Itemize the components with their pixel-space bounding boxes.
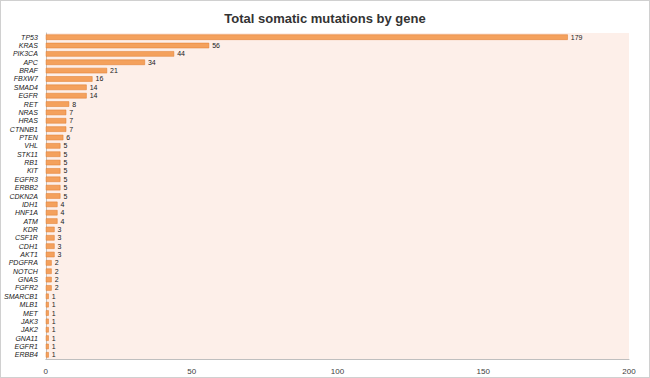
svg-text:56: 56 (212, 42, 220, 49)
svg-text:AKT1: AKT1 (19, 251, 38, 258)
svg-text:EGFR3: EGFR3 (14, 176, 37, 183)
svg-text:HRAS: HRAS (18, 117, 38, 124)
svg-text:JAK3: JAK3 (20, 318, 38, 325)
svg-text:3: 3 (58, 243, 62, 250)
svg-text:NRAS: NRAS (18, 109, 38, 116)
svg-text:14: 14 (90, 92, 98, 99)
svg-text:RET: RET (24, 101, 39, 108)
svg-text:5: 5 (63, 151, 67, 158)
svg-text:3: 3 (58, 251, 62, 258)
svg-text:KRAS: KRAS (19, 42, 38, 49)
svg-text:44: 44 (177, 50, 185, 57)
svg-text:EGFR: EGFR (18, 92, 37, 99)
svg-text:2: 2 (55, 284, 59, 291)
svg-text:FGFR2: FGFR2 (15, 284, 38, 291)
svg-text:6: 6 (66, 134, 70, 141)
svg-text:TP53: TP53 (21, 34, 38, 41)
svg-text:JAK2: JAK2 (20, 326, 38, 333)
svg-text:34: 34 (148, 59, 156, 66)
svg-text:16: 16 (95, 75, 103, 82)
svg-text:PTEN: PTEN (19, 134, 39, 141)
svg-text:179: 179 (571, 34, 583, 41)
svg-text:PDGFRA: PDGFRA (9, 259, 39, 266)
svg-text:150: 150 (477, 367, 491, 376)
svg-text:ATM: ATM (23, 218, 38, 225)
svg-text:200: 200 (622, 367, 636, 376)
svg-text:1: 1 (52, 326, 56, 333)
svg-text:MET: MET (23, 310, 39, 317)
svg-text:4: 4 (61, 209, 65, 216)
svg-text:14: 14 (90, 84, 98, 91)
svg-text:4: 4 (61, 218, 65, 225)
svg-text:4: 4 (61, 201, 65, 208)
svg-text:8: 8 (72, 101, 76, 108)
svg-text:CSF1R: CSF1R (15, 234, 38, 241)
svg-text:2: 2 (55, 259, 59, 266)
svg-text:2: 2 (55, 276, 59, 283)
svg-text:VHL: VHL (24, 142, 38, 149)
svg-text:7: 7 (69, 109, 73, 116)
svg-text:1: 1 (52, 351, 56, 358)
svg-text:1: 1 (52, 318, 56, 325)
svg-text:3: 3 (58, 234, 62, 241)
svg-text:5: 5 (63, 176, 67, 183)
svg-text:21: 21 (110, 67, 118, 74)
svg-text:GNAS: GNAS (18, 276, 38, 283)
svg-text:NOTCH: NOTCH (13, 268, 39, 275)
svg-text:5: 5 (63, 142, 67, 149)
svg-text:1: 1 (52, 301, 56, 308)
svg-text:ERBB2: ERBB2 (15, 184, 38, 191)
svg-text:KDR: KDR (23, 226, 38, 233)
svg-text:2: 2 (55, 268, 59, 275)
svg-text:STK11: STK11 (17, 151, 38, 158)
svg-text:RB1: RB1 (24, 159, 38, 166)
svg-text:MLB1: MLB1 (20, 301, 38, 308)
svg-text:HNF1A: HNF1A (15, 209, 38, 216)
svg-text:7: 7 (69, 126, 73, 133)
svg-text:100: 100 (331, 367, 345, 376)
svg-text:1: 1 (52, 335, 56, 342)
svg-text:APC: APC (22, 59, 38, 66)
svg-text:IDH1: IDH1 (22, 201, 38, 208)
svg-text:GNA11: GNA11 (15, 335, 38, 342)
svg-text:5: 5 (63, 184, 67, 191)
svg-text:Total somatic mutations by gen: Total somatic mutations by gene (224, 11, 425, 26)
svg-text:BRAF: BRAF (19, 67, 38, 74)
svg-text:EGFR1: EGFR1 (14, 343, 37, 350)
svg-text:SMAD4: SMAD4 (14, 84, 38, 91)
svg-text:CDH1: CDH1 (19, 243, 38, 250)
svg-text:KIT: KIT (27, 167, 39, 174)
svg-text:5: 5 (63, 193, 67, 200)
svg-text:3: 3 (58, 226, 62, 233)
svg-text:1: 1 (52, 310, 56, 317)
svg-text:1: 1 (52, 343, 56, 350)
svg-text:CDKN2A: CDKN2A (9, 193, 38, 200)
svg-text:0: 0 (44, 367, 49, 376)
svg-text:5: 5 (63, 167, 67, 174)
svg-text:1: 1 (52, 293, 56, 300)
svg-text:CTNNB1: CTNNB1 (10, 126, 38, 133)
svg-text:ERBB4: ERBB4 (15, 351, 38, 358)
svg-text:FBXW7: FBXW7 (14, 75, 39, 82)
svg-text:7: 7 (69, 117, 73, 124)
svg-text:5: 5 (63, 159, 67, 166)
svg-text:50: 50 (187, 367, 196, 376)
svg-text:SMARCB1: SMARCB1 (4, 293, 38, 300)
svg-text:PIK3CA: PIK3CA (13, 50, 38, 57)
